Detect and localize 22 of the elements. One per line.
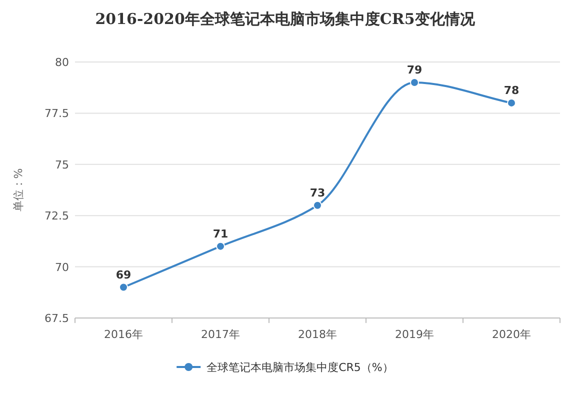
x-tick-label: 2020年 [492,328,531,341]
data-label: 73 [310,186,326,200]
point [313,200,322,210]
legend-label: 全球笔记本电脑市场集中度CR5（%） [206,361,394,374]
data-label: 78 [504,84,520,97]
point [119,282,128,292]
y-axis-title: 单位：% [12,168,25,212]
data-label: 69 [116,268,132,282]
chart-title: 2016-2020年全球笔记本电脑市场集中度CR5变化情况 [95,10,476,28]
point [216,242,225,251]
y-tick-label: 67.5 [44,312,69,325]
x-tick-label: 2017年 [201,328,240,341]
y-tick-label: 70 [55,260,69,274]
y-tick-label: 75 [55,158,69,172]
y-tick-label: 80 [55,56,69,69]
x-tick-label: 2019年 [395,328,434,341]
x-tick-label: 2018年 [298,328,337,341]
data-label: 79 [406,63,422,76]
x-tick-label: 2016年 [104,328,143,341]
data-label: 71 [212,227,228,240]
y-tick-label: 72.5 [44,210,69,223]
y-tick-label: 77.5 [44,107,69,120]
